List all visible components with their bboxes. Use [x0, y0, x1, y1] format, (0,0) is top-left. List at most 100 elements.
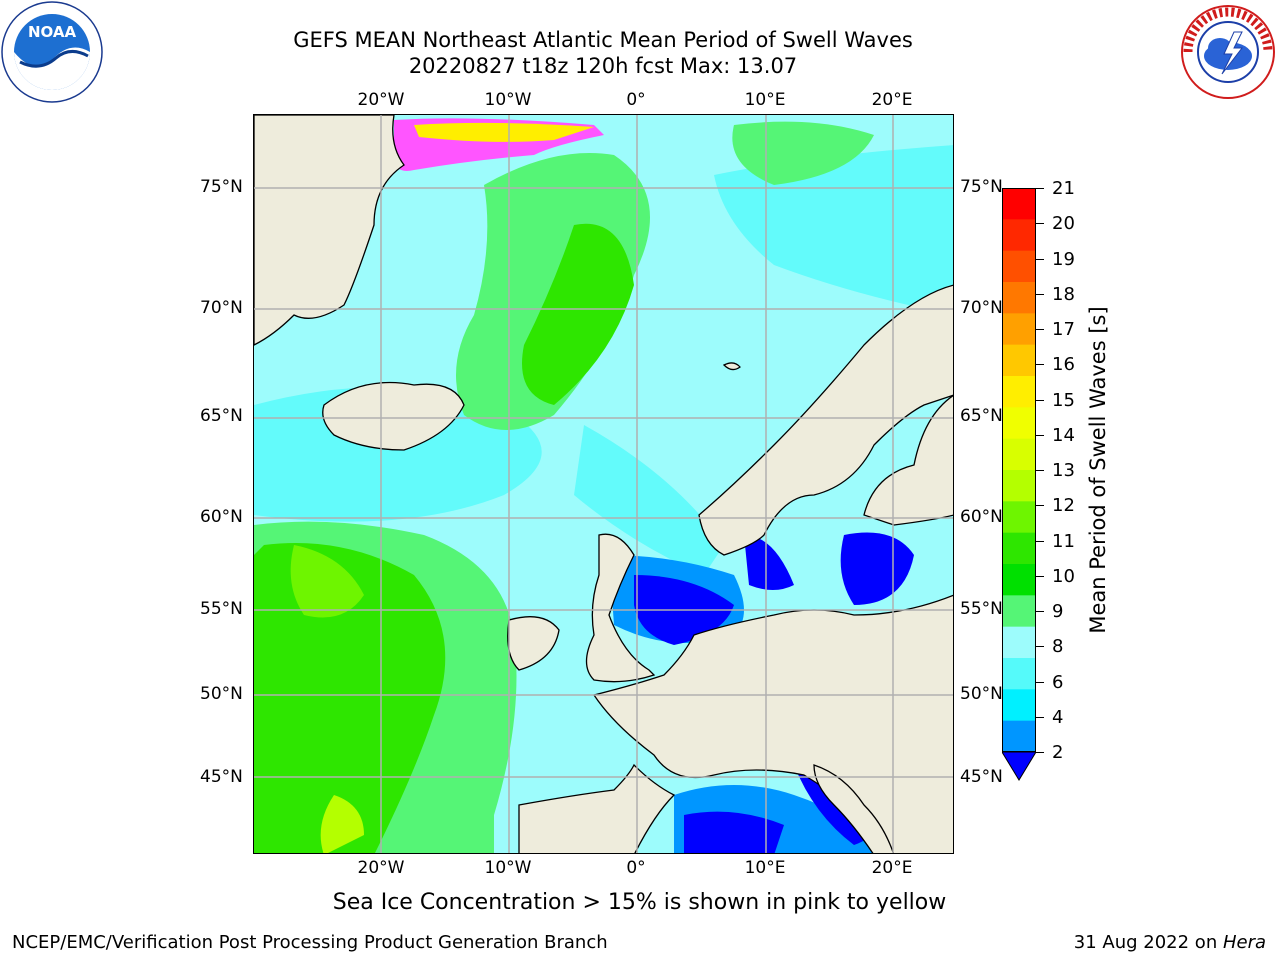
green-core-north: [522, 223, 634, 405]
colorbar-segment: [1002, 250, 1036, 283]
footer-left: NCEP/EMC/Verification Post Processing Pr…: [12, 932, 608, 953]
colorbar-tick-mark: [1036, 399, 1044, 401]
lat-label-left-75n: 75°N: [200, 177, 243, 197]
lat-label-right-45n: 45°N: [960, 767, 1003, 787]
lat-label-left-55n: 55°N: [200, 599, 243, 619]
colorbar-tick-label: 16: [1052, 354, 1075, 376]
colorbar-tick-mark: [1036, 434, 1044, 436]
colorbar-segment: [1002, 626, 1036, 659]
colorbar-segment: [1002, 313, 1036, 346]
colorbar-segment: [1002, 501, 1036, 534]
colorbar-segment: [1002, 438, 1036, 471]
colorbar-segment: [1002, 470, 1036, 502]
colorbar-segment: [1002, 282, 1036, 314]
colorbar-tick-mark: [1036, 752, 1044, 753]
lat-label-left-60n: 60°N: [200, 507, 243, 527]
colorbar-segment: [1002, 595, 1036, 628]
lat-label-right-60n: 60°N: [960, 507, 1003, 527]
lat-label-right-50n: 50°N: [960, 684, 1003, 704]
colorbar-tick-label: 15: [1052, 389, 1075, 411]
graticule: [254, 115, 953, 853]
colorbar-segment: [1002, 658, 1036, 690]
lon-label-top-10e: 10°E: [744, 90, 786, 110]
green-region-arctic: [732, 121, 874, 185]
iceland-land: [322, 381, 465, 451]
svg-text:NOAA: NOAA: [28, 23, 77, 41]
sea-ice-note: Sea Ice Concentration > 15% is shown in …: [332, 890, 947, 915]
nws-logo: [1176, 4, 1280, 100]
colorbar-tick-mark: [1036, 611, 1044, 612]
lon-label-bottom-10e: 10°E: [744, 858, 786, 878]
italy-land: [813, 764, 894, 853]
colorbar-scale: [1001, 188, 1037, 781]
colorbar-ticks: 21 20 19 18 17 16 15 14 13 12 11 10 9 8 6 4 2: [1036, 178, 1112, 778]
colorbar-tick-label: 4: [1052, 706, 1064, 728]
lon-label-bottom-0: 0°: [626, 858, 646, 878]
lon-label-bottom-20e: 20°E: [871, 858, 913, 878]
colorbar-tick-label: 21: [1052, 178, 1075, 199]
colorbar-tick-label: 2: [1052, 742, 1064, 763]
yellow-peak-south: [320, 795, 364, 853]
colorbar-extend-triangle: [1001, 751, 1037, 781]
lat-label-right-75n: 75°N: [960, 177, 1003, 197]
colorbar-tick-label: 20: [1052, 213, 1075, 235]
small-island-land: [722, 362, 741, 371]
colorbar-segment: [1002, 376, 1036, 408]
colorbar-tick-mark: [1036, 329, 1044, 330]
lat-label-right-55n: 55°N: [960, 599, 1003, 619]
green-peak-west: [290, 545, 364, 618]
colorbar-tick-mark: [1036, 505, 1044, 507]
colorbar: [1001, 188, 1037, 782]
lon-label-bottom-20w: 20°W: [357, 858, 405, 878]
colorbar-tick-mark: [1036, 681, 1044, 683]
colorbar-tick-label: 13: [1052, 460, 1075, 481]
deep-blue-skagerrak: [744, 535, 794, 590]
colorbar-tick-mark: [1036, 470, 1044, 471]
iberia-land: [518, 763, 676, 853]
colorbar-segment: [1002, 188, 1036, 220]
finland-land: [863, 394, 953, 526]
scandinavia-land: [698, 284, 953, 556]
colorbar-tick-mark: [1036, 188, 1044, 189]
lon-label-top-10w: 10°W: [484, 90, 532, 110]
colorbar-tick-label: 18: [1052, 283, 1075, 305]
colorbar-label: Mean Period of Swell Waves [s]: [1086, 306, 1110, 634]
colorbar-outline: [1002, 188, 1036, 752]
colorbar-segment: [1002, 344, 1036, 377]
chart-title: GEFS MEAN Northeast Atlantic Mean Period…: [293, 28, 913, 52]
colorbar-segment: [1002, 407, 1036, 440]
lon-label-top-0: 0°: [626, 90, 646, 110]
lon-label-top-20e: 20°E: [871, 90, 913, 110]
colorbar-tick-mark: [1036, 258, 1044, 260]
chart-subtitle: 20220827 t18z 120h fcst Max: 13.07: [408, 54, 798, 78]
map-panel: [253, 114, 954, 854]
colorbar-segment: [1002, 720, 1036, 753]
lon-label-bottom-10w: 10°W: [484, 858, 532, 878]
lat-label-left-70n: 70°N: [200, 298, 243, 318]
colorbar-tick-label: 17: [1052, 319, 1075, 340]
colorbar-tick-mark: [1036, 293, 1044, 295]
colorbar-tick-label: 8: [1052, 636, 1064, 658]
green-core-southwest: [254, 543, 446, 853]
colorbar-segment: [1002, 532, 1036, 565]
footer-machine: Hera: [1222, 932, 1266, 953]
lat-label-right-70n: 70°N: [960, 298, 1003, 318]
cyan-band-central: [574, 425, 724, 575]
footer-right: 31 Aug 2022 on Hera: [1074, 932, 1266, 953]
wave-period-map: [254, 115, 953, 853]
colorbar-tick-label: 19: [1052, 248, 1075, 270]
lat-label-left-65n: 65°N: [200, 406, 243, 426]
greenland-land: [254, 115, 405, 346]
colorbar-tick-mark: [1036, 223, 1044, 225]
colorbar-tick-label: 9: [1052, 601, 1064, 622]
colorbar-tick-mark: [1036, 540, 1044, 542]
colorbar-tick-label: 12: [1052, 495, 1075, 517]
colorbar-tick-label: 6: [1052, 671, 1064, 693]
lat-label-right-65n: 65°N: [960, 406, 1003, 426]
colorbar-segment: [1002, 564, 1036, 596]
lon-label-top-20w: 20°W: [357, 90, 405, 110]
colorbar-tick-mark: [1036, 646, 1044, 648]
colorbar-segment: [1002, 689, 1036, 722]
sea-ice-core: [414, 122, 594, 142]
lat-label-left-50n: 50°N: [200, 684, 243, 704]
